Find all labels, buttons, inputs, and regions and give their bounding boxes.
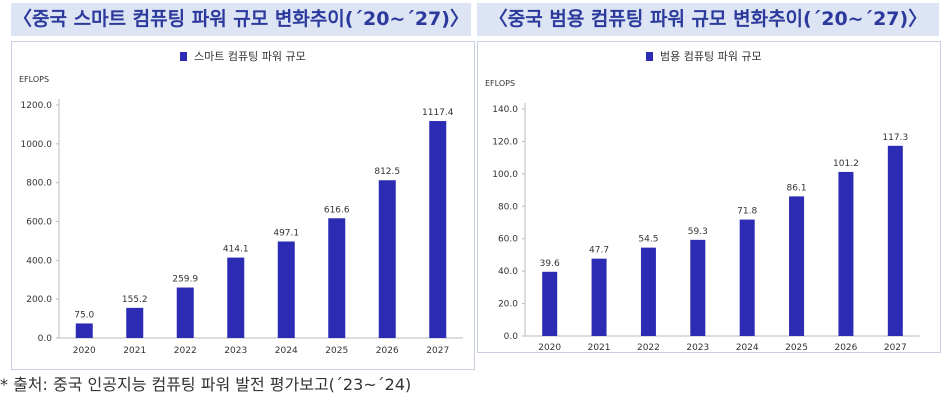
x-tick-label: 2021 (123, 346, 146, 356)
y-tick-label: 80.0 (498, 202, 518, 212)
bar-value-label: 117.3 (882, 133, 908, 143)
y-tick-label: 1000.0 (21, 140, 53, 150)
chart-title-smart-computing: 〈중국 스마트 컴퓨팅 파워 규모 변화추이(´20~´27)〉 (11, 3, 471, 36)
legend-label: 범용 컴퓨팅 파워 규모 (660, 50, 762, 63)
bar-2020 (75, 323, 93, 338)
bar-2025 (328, 218, 346, 338)
bar-2022 (640, 247, 656, 336)
x-tick-label: 2026 (376, 346, 399, 356)
x-tick-label: 2022 (637, 343, 660, 350)
x-tick-label: 2022 (174, 346, 197, 356)
y-tick-label: 120.0 (492, 137, 518, 147)
y-tick-label: 0.0 (38, 334, 53, 344)
source-note: * 출처: 중국 인공지능 컴퓨팅 파워 발전 평가보고(´23~´24) (0, 375, 412, 394)
x-tick-label: 2023 (224, 346, 247, 356)
bar-value-label: 54.5 (638, 235, 658, 245)
x-tick-label: 2026 (834, 343, 857, 350)
legend-swatch (180, 52, 187, 61)
bar-2020 (542, 271, 558, 336)
bar-value-label: 86.1 (787, 183, 807, 193)
y-tick-label: 1200.0 (21, 101, 53, 111)
legend-swatch (646, 52, 653, 61)
bar-2021 (591, 258, 607, 336)
bar-2027 (887, 145, 903, 336)
bar-value-label: 616.6 (324, 205, 350, 215)
x-tick-label: 2021 (588, 343, 611, 350)
y-tick-label: 800.0 (26, 179, 52, 189)
bar-value-label: 414.1 (223, 245, 249, 255)
x-tick-label: 2020 (73, 346, 96, 356)
bar-value-label: 101.2 (833, 159, 859, 169)
y-axis-unit-label: EFLOPS (485, 79, 515, 88)
y-tick-label: 20.0 (498, 300, 518, 310)
smart-computing-bar-chart: 스마트 컴퓨팅 파워 규모 EFLOPS 0.0 200.0 400.0 600.0 800… (19, 50, 463, 356)
y-tick-label: 60.0 (498, 235, 518, 245)
bar-2022 (176, 287, 194, 338)
x-tick-label: 2020 (538, 343, 561, 350)
x-tick-label: 2023 (686, 343, 709, 350)
bar-2023 (690, 239, 706, 336)
x-tick-label: 2027 (884, 343, 907, 350)
bar-value-label: 47.7 (589, 246, 609, 256)
x-tick-label: 2027 (426, 346, 449, 356)
general-computing-bar-chart: 범용 컴퓨팅 파워 규모 EFLOPS 0.0 20.0 40.0 60.0 80.0 100… (485, 50, 920, 350)
bar-2025 (789, 196, 805, 336)
y-tick-label: 600.0 (26, 218, 52, 228)
bar-2021 (126, 307, 144, 338)
bar-value-label: 39.6 (540, 259, 560, 269)
bar-value-label: 59.3 (688, 227, 708, 237)
y-tick-label: 140.0 (492, 105, 518, 115)
bar-2026 (378, 180, 396, 338)
bar-value-label: 259.9 (172, 275, 198, 285)
legend-label: 스마트 컴퓨팅 파워 규모 (194, 50, 306, 63)
y-tick-label: 100.0 (492, 170, 518, 180)
bar-2024 (277, 241, 295, 338)
y-tick-label: 400.0 (26, 256, 52, 266)
x-tick-label: 2024 (275, 346, 298, 356)
bar-2024 (739, 219, 755, 336)
x-tick-label: 2025 (785, 343, 808, 350)
bar-2027 (429, 121, 447, 338)
bar-value-label: 812.5 (374, 167, 400, 177)
bar-value-label: 71.8 (737, 207, 757, 217)
y-tick-label: 0.0 (504, 332, 519, 342)
y-tick-label: 200.0 (26, 295, 52, 305)
bar-value-label: 1117.4 (422, 108, 454, 118)
bar-value-label: 75.0 (74, 310, 94, 320)
bar-value-label: 155.2 (122, 295, 148, 305)
y-axis-unit-label: EFLOPS (19, 75, 49, 84)
bar-2026 (838, 171, 854, 336)
chart-title-general-computing: 〈중국 범용 컴퓨팅 파워 규모 변화추이(´20~´27)〉 (477, 3, 939, 36)
bar-value-label: 497.1 (273, 228, 299, 238)
bar-2023 (227, 257, 245, 338)
x-tick-label: 2025 (325, 346, 348, 356)
x-tick-label: 2024 (736, 343, 759, 350)
y-tick-label: 40.0 (498, 267, 518, 277)
